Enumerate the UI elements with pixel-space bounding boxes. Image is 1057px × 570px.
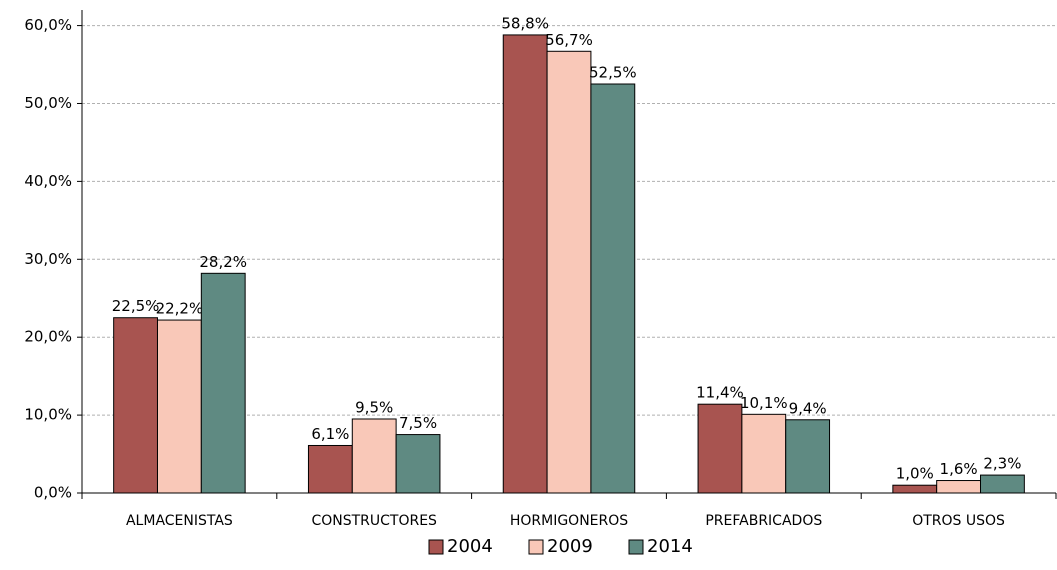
bar xyxy=(590,83,636,494)
bar xyxy=(697,403,743,494)
legend-swatch xyxy=(528,539,544,555)
x-tick-label: PREFABRICADOS xyxy=(705,513,822,529)
value-label: 28,2% xyxy=(199,253,247,271)
legend-swatch xyxy=(428,539,444,555)
bar xyxy=(892,484,938,494)
value-label: 1,6% xyxy=(940,460,978,478)
x-tick-label: ALMACENISTAS xyxy=(126,513,233,529)
value-label: 56,7% xyxy=(545,31,593,49)
bar xyxy=(785,419,831,494)
bar xyxy=(502,34,548,494)
value-label: 9,4% xyxy=(789,399,827,417)
x-tick-label: OTROS USOS xyxy=(912,513,1005,529)
y-tick-label: 0,0% xyxy=(34,484,72,502)
value-label: 52,5% xyxy=(589,64,637,82)
y-tick-label: 30,0% xyxy=(24,250,72,268)
value-label: 58,8% xyxy=(501,14,549,32)
bar xyxy=(980,474,1025,494)
value-label: 11,4% xyxy=(696,384,744,402)
y-tick-label: 40,0% xyxy=(24,172,72,190)
legend-label: 2004 xyxy=(447,536,493,557)
x-tick-label: HORMIGONEROS xyxy=(510,513,628,529)
y-tick-label: 20,0% xyxy=(24,328,72,346)
y-tick-label: 60,0% xyxy=(24,16,72,34)
value-label: 10,1% xyxy=(740,394,788,412)
value-label: 2,3% xyxy=(983,455,1021,473)
bar xyxy=(395,434,441,494)
legend-swatch xyxy=(628,539,644,555)
bar xyxy=(200,272,246,494)
bar xyxy=(741,413,787,494)
bar xyxy=(113,317,158,494)
bar xyxy=(936,480,982,494)
y-tick-label: 10,0% xyxy=(24,406,72,424)
value-label: 22,5% xyxy=(112,297,160,315)
value-label: 22,2% xyxy=(156,300,204,318)
bar xyxy=(156,319,202,494)
bar xyxy=(546,50,592,494)
bar xyxy=(307,444,353,494)
bar xyxy=(351,418,397,494)
x-tick-label: CONSTRUCTORES xyxy=(311,513,437,529)
value-label: 7,5% xyxy=(399,414,437,432)
legend-label: 2009 xyxy=(547,536,593,557)
legend-label: 2014 xyxy=(647,536,693,557)
value-label: 6,1% xyxy=(311,425,349,443)
value-label: 9,5% xyxy=(355,398,393,416)
value-label: 1,0% xyxy=(896,465,934,483)
y-tick-label: 50,0% xyxy=(24,94,72,112)
